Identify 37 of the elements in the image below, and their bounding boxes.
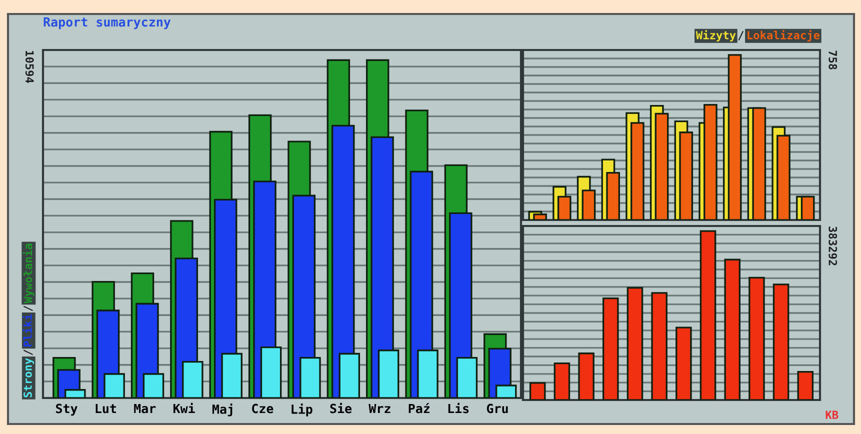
bar — [651, 292, 668, 400]
series-label: Lokalizacje — [748, 30, 820, 42]
x-tick-label: Gru — [486, 404, 508, 414]
text: / — [24, 306, 33, 312]
bar — [797, 370, 814, 400]
bar — [676, 326, 692, 400]
x-tick-label: Mar — [134, 404, 156, 414]
chart-title: Raport sumaryczny — [44, 17, 171, 30]
x-tick-label: Sty — [56, 404, 78, 416]
bar — [554, 362, 570, 400]
x-tick-label: Maj — [212, 404, 232, 416]
x-tick-label: Lut — [96, 404, 116, 414]
text: Wizyty — [696, 30, 736, 42]
text: 383292 — [828, 226, 838, 266]
text: 758 — [828, 50, 838, 70]
bar — [626, 286, 644, 400]
x-tick-label: Lis — [448, 402, 469, 414]
bar — [772, 284, 790, 400]
text: Strony — [23, 358, 34, 398]
text: Pliki — [22, 314, 32, 346]
x-tick-label: Cze — [252, 404, 274, 414]
x-tick-label: Sie — [330, 402, 352, 414]
text: / — [738, 31, 744, 40]
bar — [700, 230, 716, 400]
x-tick-label: Wrz — [368, 404, 390, 414]
bar — [602, 297, 619, 400]
bar — [748, 276, 765, 400]
text: 10594 — [25, 51, 34, 83]
text: / — [24, 350, 33, 356]
bar — [529, 382, 546, 400]
bar — [578, 352, 594, 400]
bar — [724, 258, 740, 400]
x-tick-label: Kwi — [173, 402, 195, 414]
text: KB — [826, 410, 838, 419]
x-tick-label: Lip — [292, 404, 312, 416]
x-tick-label: Paź — [408, 403, 430, 414]
text: Wywołania — [22, 244, 34, 304]
